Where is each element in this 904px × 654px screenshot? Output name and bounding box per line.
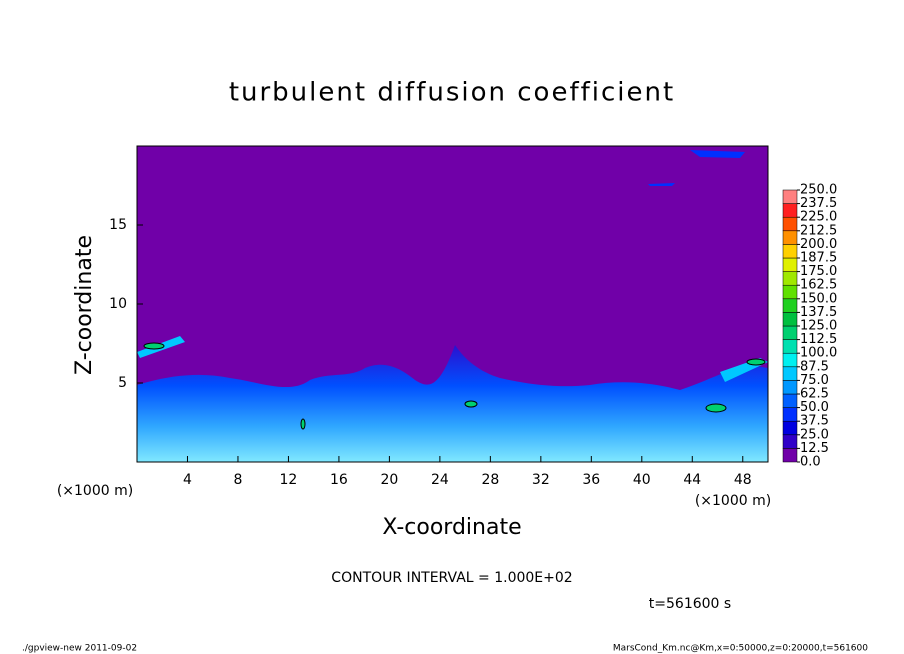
high-patch	[746, 358, 766, 366]
x-tick-label: 36	[582, 472, 600, 488]
colorbar-segment	[782, 244, 798, 259]
colorbar-label: 100.0	[800, 346, 837, 361]
x-tick-label: 16	[330, 472, 348, 488]
high-patch	[464, 400, 478, 408]
y-tick-label: 15	[109, 217, 127, 233]
x-tick-label: 4	[183, 472, 192, 488]
x-unit-label: (×1000 m)	[695, 493, 771, 509]
x-tick-label: 8	[233, 472, 242, 488]
colorbar-segment	[782, 230, 798, 245]
colorbar-segment	[782, 352, 798, 368]
colorbar-label: 237.5	[800, 196, 837, 211]
colorbar-segment	[782, 298, 798, 313]
colorbar-label: 87.5	[800, 359, 829, 374]
colorbar-segment	[782, 257, 798, 272]
footer-right: MarsCond_Km.nc@Km,x=0:50000,z=0:20000,t=…	[613, 644, 868, 654]
colorbar-segment	[782, 189, 798, 204]
contour-note: CONTOUR INTERVAL = 1.000E+02	[331, 570, 572, 586]
x-tick-label: 20	[380, 472, 398, 488]
time-label: t=561600 s	[649, 596, 731, 612]
turbulent-layer	[137, 345, 768, 462]
colorbar-label: 162.5	[800, 278, 837, 293]
upper-patch	[690, 150, 745, 158]
colorbar-label: 187.5	[800, 251, 837, 266]
colorbar-label: 150.0	[800, 291, 837, 306]
colorbar-segment	[782, 434, 798, 449]
colorbar-segment	[782, 216, 798, 232]
colorbar-label: 200.0	[800, 237, 837, 252]
colorbar-label: 50.0	[800, 400, 829, 415]
colorbar-segment	[782, 380, 798, 395]
colorbar-label: 62.5	[800, 387, 829, 402]
colorbar-segment	[782, 284, 798, 300]
y-tick-label: 5	[118, 375, 127, 391]
x-tick-label: 44	[683, 472, 701, 488]
x-unit-label: (×1000 m)	[57, 483, 133, 499]
colorbar-segment	[782, 407, 798, 422]
colorbar-label: 12.5	[800, 441, 829, 456]
colorbar-label: 225.0	[800, 210, 837, 225]
colorbar-label: 125.0	[800, 319, 837, 334]
colorbar-label: 137.5	[800, 305, 837, 320]
colorbar-segment	[782, 325, 798, 340]
field	[136, 145, 769, 463]
colorbar-label: 0.0	[800, 455, 821, 470]
colorbar-segment	[782, 366, 798, 381]
colorbar-label: 25.0	[800, 427, 829, 442]
footer-left: ./gpview-new 2011-09-02	[22, 644, 137, 654]
x-axis-label: X-coordinate	[382, 515, 521, 540]
x-tick-label: 40	[633, 472, 651, 488]
x-tick-label: 32	[532, 472, 550, 488]
y-tick-label: 10	[109, 296, 127, 312]
colorbar-segment	[782, 271, 798, 286]
x-tick-label: 12	[280, 472, 298, 488]
x-tick-label: 48	[734, 472, 752, 488]
x-tick-label: 24	[431, 472, 449, 488]
y-axis-label: Z-coordinate	[72, 235, 97, 375]
colorbar-label: 75.0	[800, 373, 829, 388]
colorbar-segment	[782, 448, 798, 463]
colorbar-label: 175.0	[800, 264, 837, 279]
x-tick-label: 28	[481, 472, 499, 488]
high-patch	[300, 418, 306, 430]
colorbar-label: 112.5	[800, 332, 837, 347]
upper-patch	[648, 183, 675, 186]
colorbar-segment	[782, 339, 798, 354]
colorbar-segment	[782, 312, 798, 327]
colorbar-segment	[782, 420, 798, 436]
colorbar-label: 212.5	[800, 223, 837, 238]
chart-title: turbulent diffusion coefficient	[229, 78, 675, 108]
colorbar-segment	[782, 393, 798, 408]
high-patch	[705, 403, 727, 413]
high-patch	[143, 342, 165, 350]
colorbar-label: 37.5	[800, 414, 829, 429]
colorbar-label: 250.0	[800, 183, 837, 198]
colorbar-segment	[782, 203, 798, 218]
